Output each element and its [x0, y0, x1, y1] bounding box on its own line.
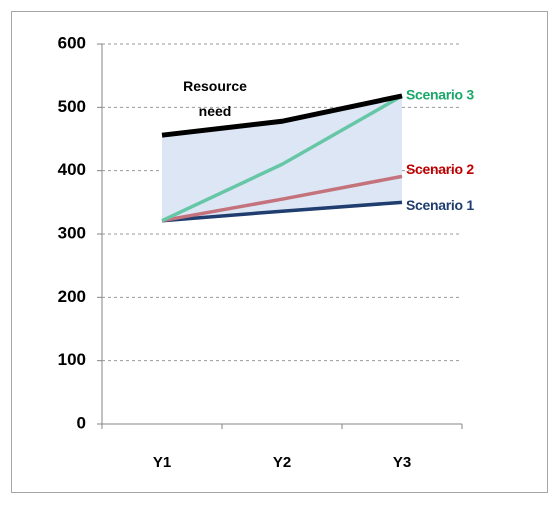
- chart-frame: [11, 11, 548, 493]
- series-line: [161, 200, 403, 223]
- y-tick-label: 0: [77, 413, 86, 432]
- series-line: [161, 94, 403, 223]
- series-label-box: Resource need: [183, 78, 247, 119]
- x-tick-label: Y2: [273, 454, 291, 471]
- y-tick-label: 600: [58, 33, 86, 52]
- series-label: Resource need: [183, 78, 247, 119]
- x-tick-label: Y3: [393, 454, 411, 471]
- series-label: Scenario 3: [406, 87, 474, 103]
- series-line: [161, 174, 403, 223]
- y-tick-label: 200: [58, 287, 86, 306]
- y-tick-label: 500: [58, 97, 86, 116]
- y-tick-label: 100: [58, 350, 86, 369]
- y-tick-label: 400: [58, 160, 86, 179]
- series-label: Scenario 1: [406, 197, 474, 213]
- series-label: Scenario 2: [406, 161, 474, 177]
- y-tick-label: 300: [58, 223, 86, 242]
- x-tick-label: Y1: [153, 454, 171, 471]
- series-line: [161, 93, 403, 138]
